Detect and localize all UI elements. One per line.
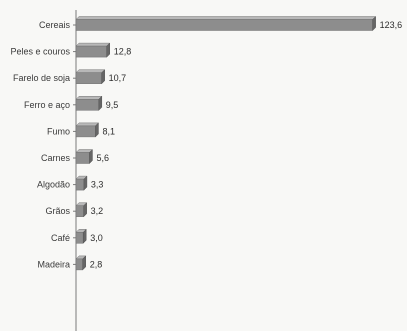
value-label: 2,8 [90,259,103,269]
bar-side-face [82,228,87,244]
value-label: 12,8 [114,47,132,57]
value-label: 8,1 [102,126,115,136]
bar [75,45,107,58]
bar-top-face [75,69,106,73]
value-label: 123,6 [380,20,403,30]
bar-top-face [75,96,103,100]
category-label: Cereais [39,20,71,30]
value-label: 3,2 [91,206,104,216]
value-label: 3,3 [91,180,104,190]
bar-side-face [82,255,86,271]
category-label: Carnes [41,153,71,163]
bar-top-face [75,122,100,127]
bar [75,258,83,271]
value-label: 5,6 [96,153,109,163]
category-label: Madeira [37,259,70,269]
bar-side-face [83,175,88,191]
value-label: 10,7 [109,73,127,83]
bar-side-face [98,95,103,111]
value-label: 3,0 [90,233,103,243]
bar-side-face [83,202,87,218]
bar-side-face [95,122,99,138]
value-label: 9,5 [106,100,119,110]
category-label: Grãos [45,206,70,216]
bar-side-face [372,15,376,32]
bar [75,125,96,138]
category-label: Ferro e aço [24,100,70,110]
category-label: Farelo de soja [13,73,70,83]
category-label: Algodão [37,180,70,190]
bar [75,152,90,164]
category-label: Café [51,233,70,243]
category-label: Fumo [47,126,70,136]
bar-side-face [101,69,105,85]
bar-top-face [75,16,377,20]
bar [75,178,85,191]
bar [75,72,102,84]
bar [75,99,100,111]
bar-top-face [75,42,111,47]
bar [75,19,373,31]
bar-side-face [89,148,93,165]
bar [75,232,84,244]
bar [75,205,84,217]
bar-side-face [106,42,110,58]
category-label: Peles e couros [10,47,70,57]
